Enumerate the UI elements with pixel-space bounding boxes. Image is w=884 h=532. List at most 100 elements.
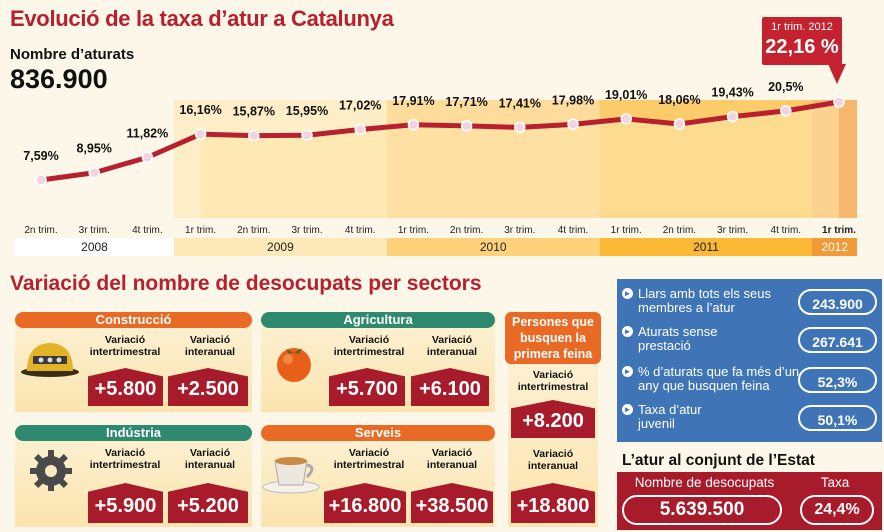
stat-text: Llars amb tots els seus membres a l’atur: [638, 286, 771, 315]
x-tick-label: 1r trim.: [611, 225, 642, 236]
data-label: 17,41%: [499, 96, 541, 110]
state-col2-value: 24,4%: [800, 495, 874, 525]
intertrim-value-box: +5.800: [88, 368, 163, 406]
interanual-value-box: +38.500: [411, 483, 493, 523]
first-job-intertrim-box: +8.200: [511, 400, 595, 438]
stat-row: ► Aturats sense prestació 267.641: [617, 323, 882, 357]
year-label: 2009: [174, 238, 387, 256]
first-job-intertrim-label: Variació intertrimestral: [517, 369, 589, 393]
year-label: 2008: [15, 238, 174, 256]
page-title: Evolució de la taxa d’atur a Catalunya: [10, 6, 394, 31]
x-tick-label: 2n trim.: [24, 225, 57, 236]
data-point: [88, 166, 100, 179]
data-label: 17,02%: [339, 99, 381, 113]
persimmon-icon: [271, 340, 317, 389]
x-tick-label: 4t trim.: [558, 225, 589, 236]
unemployment-rate-chart: 7,59% 2n trim. 8,95% 3r trim. 11,82% 4t trim.…: [23, 80, 857, 236]
stat-row: ► % d’aturats que fa més d’un any que bu…: [617, 363, 882, 397]
x-tick-label: 1r trim.: [822, 225, 856, 236]
state-col1-value: 5.639.500: [622, 495, 782, 525]
state-col2-label: Taxa: [820, 475, 850, 490]
data-point: [567, 118, 579, 131]
latest-rate-callout: 1r trim. 2012 22,16 %: [762, 17, 842, 65]
x-tick-label: 2n trim.: [237, 225, 270, 236]
interanual-value-box: +5.200: [168, 483, 248, 523]
data-label: 17,71%: [445, 95, 487, 109]
stats-panel: ► Llars amb tots els seus membres a l’at…: [617, 279, 882, 442]
data-point: [407, 119, 420, 131]
year-label: 2012: [812, 238, 857, 256]
col-intertrim-label: Variació intertrimestral: [333, 334, 405, 358]
data-point: [35, 174, 47, 186]
intertrim-value-box: +5.700: [329, 368, 405, 406]
stat-value: 243.900: [798, 289, 877, 315]
unemployed-count-value: 836.900: [10, 64, 108, 94]
data-label: 8,95%: [76, 142, 111, 156]
data-label: 19,43%: [711, 86, 753, 100]
col-interanual-label: Variació interanual: [426, 334, 478, 358]
intertrim-value-box: +5.900: [88, 483, 163, 523]
stat-value: 52,3%: [798, 367, 877, 393]
sector-name: Indústria: [15, 425, 252, 441]
gear-icon: [19, 447, 83, 496]
data-label: 16,16%: [179, 103, 221, 117]
first-job-panel: Persones que busquen la primera feina Va…: [505, 312, 601, 527]
x-tick-label: 1r trim.: [185, 225, 216, 236]
arrow-bullet-icon: ►: [622, 326, 633, 337]
x-tick-label: 3r trim.: [504, 225, 535, 236]
data-point: [514, 121, 526, 134]
data-point: [354, 123, 366, 136]
data-point: [141, 151, 154, 164]
data-point: [673, 118, 686, 130]
stat-value: 50,1%: [798, 405, 877, 431]
sector-name: Construcció: [15, 312, 252, 328]
data-label: 15,95%: [286, 104, 328, 118]
x-tick-label: 1r trim.: [398, 225, 429, 236]
series-line: [40, 99, 840, 183]
x-tick-label: 3r trim.: [79, 225, 110, 236]
data-point: [620, 113, 632, 125]
col-interanual-label: Variació interanual: [184, 334, 236, 358]
x-tick-label: 2n trim.: [663, 225, 696, 236]
stat-row: ► Llars amb tots els seus membres a l’at…: [617, 285, 882, 319]
data-label: 15,87%: [233, 105, 275, 119]
stat-row: ► Taxa d’atur juvenil 50,1%: [617, 401, 882, 435]
callout-period: 1r trim. 2012: [771, 21, 833, 33]
interanual-value-box: +6.100: [411, 368, 489, 406]
x-tick-label: 3r trim.: [291, 225, 322, 236]
col-intertrim-label: Variació intertrimestral: [89, 447, 161, 471]
callout-pointer: [828, 64, 846, 84]
coffee-cup-icon: [261, 449, 323, 500]
data-point: [194, 128, 207, 140]
data-point: [780, 105, 792, 117]
data-point: [301, 129, 313, 141]
col-interanual-label: Variació interanual: [184, 447, 236, 471]
first-job-title: Persones que busquen la primera feina: [505, 312, 601, 364]
year-label: 2010: [386, 238, 600, 256]
stat-text: Aturats sense prestació: [638, 324, 718, 353]
arrow-bullet-icon: ►: [622, 288, 633, 299]
data-label: 19,01%: [605, 88, 647, 102]
callout-rate: 22,16 %: [765, 36, 839, 58]
x-tick-label: 2n trim.: [450, 225, 483, 236]
year-label: 2011: [599, 238, 813, 256]
data-label: 20,5%: [768, 80, 803, 94]
col-interanual-label: Variació interanual: [426, 447, 478, 471]
arrow-bullet-icon: ►: [622, 366, 633, 377]
data-label: 17,98%: [552, 93, 594, 107]
first-job-interanual-label: Variació interanual: [527, 448, 579, 472]
data-point: [248, 129, 260, 142]
unemployed-count-label: Nombre d’aturats: [10, 46, 135, 63]
x-tick-label: 4t trim.: [771, 225, 802, 236]
stat-text: % d’aturats que fa més d’un any que busq…: [638, 364, 800, 393]
data-point: [726, 110, 739, 123]
data-label: 17,91%: [392, 94, 434, 108]
state-col1-label: Nombre de desocupats: [634, 475, 775, 490]
data-label: 11,82%: [127, 126, 169, 140]
data-label: 18,06%: [658, 93, 700, 107]
sector-panel-industria: Indústria Variació intertrimestral Varia…: [15, 425, 252, 527]
col-intertrim-label: Variació intertrimestral: [333, 447, 405, 471]
state-box: Nombre de desocupats 5.639.500 Taxa 24,4…: [617, 472, 882, 530]
x-tick-label: 4t trim.: [345, 225, 376, 236]
col-intertrim-label: Variació intertrimestral: [89, 334, 161, 358]
